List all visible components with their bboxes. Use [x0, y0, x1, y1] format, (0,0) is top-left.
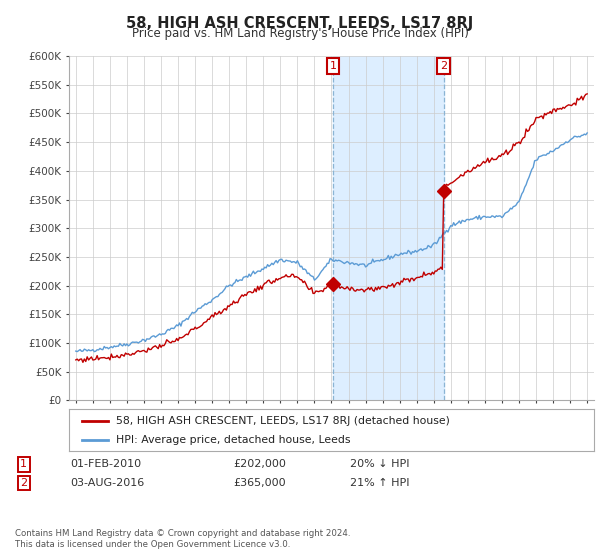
- Text: £365,000: £365,000: [233, 478, 286, 488]
- Text: 1: 1: [20, 459, 27, 469]
- Text: 1: 1: [329, 61, 337, 71]
- Text: Price paid vs. HM Land Registry's House Price Index (HPI): Price paid vs. HM Land Registry's House …: [131, 27, 469, 40]
- Bar: [333, 56, 443, 400]
- Text: HPI: Average price, detached house, Leeds: HPI: Average price, detached house, Leed…: [116, 435, 351, 445]
- Text: 03-AUG-2016: 03-AUG-2016: [70, 478, 145, 488]
- Text: 2: 2: [440, 61, 447, 71]
- Text: Contains HM Land Registry data © Crown copyright and database right 2024.
This d: Contains HM Land Registry data © Crown c…: [15, 529, 350, 549]
- Text: £202,000: £202,000: [233, 459, 286, 469]
- Text: 20% ↓ HPI: 20% ↓ HPI: [350, 459, 409, 469]
- Text: 58, HIGH ASH CRESCENT, LEEDS, LS17 8RJ (detached house): 58, HIGH ASH CRESCENT, LEEDS, LS17 8RJ (…: [116, 416, 450, 426]
- Text: 01-FEB-2010: 01-FEB-2010: [70, 459, 142, 469]
- Text: 58, HIGH ASH CRESCENT, LEEDS, LS17 8RJ: 58, HIGH ASH CRESCENT, LEEDS, LS17 8RJ: [127, 16, 473, 31]
- Text: 21% ↑ HPI: 21% ↑ HPI: [350, 478, 409, 488]
- Text: 2: 2: [20, 478, 27, 488]
